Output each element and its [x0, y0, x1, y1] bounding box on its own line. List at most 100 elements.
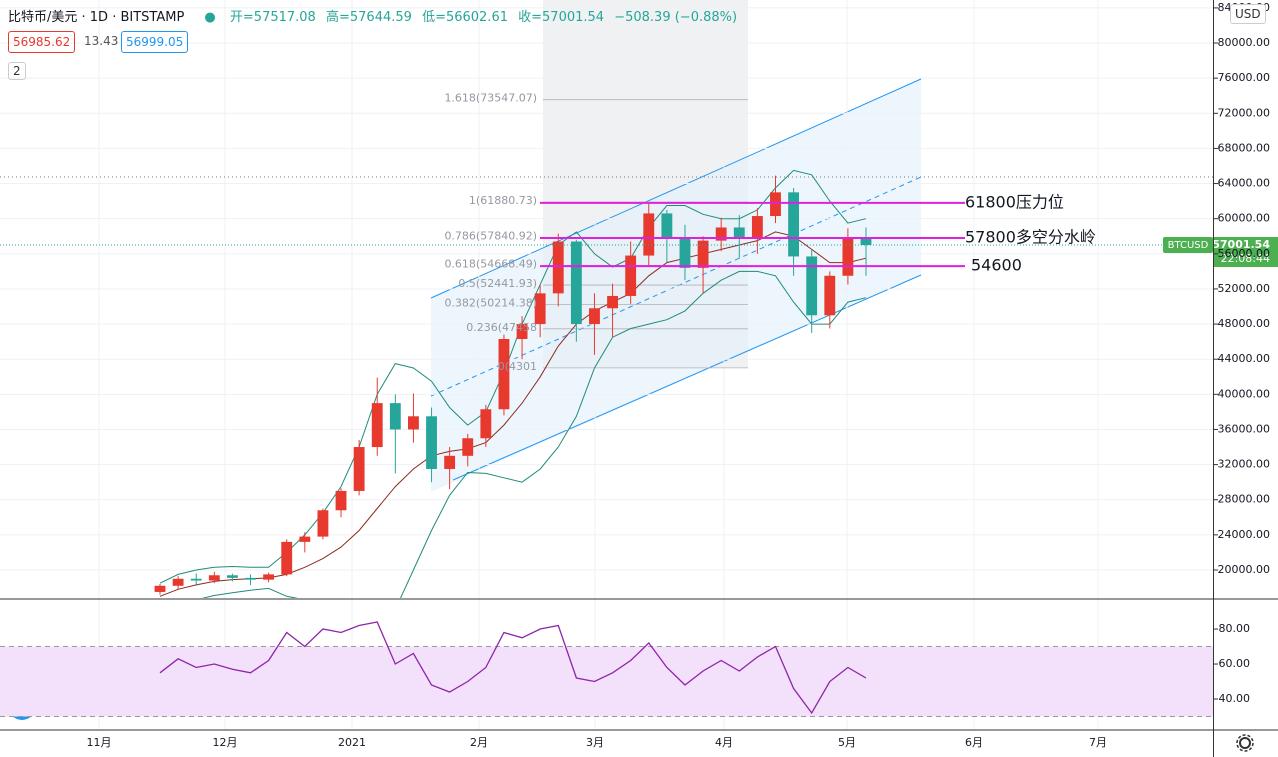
- fib-label: 0.786(57840.92): [444, 230, 537, 243]
- y-tick-label: 72000.00: [1218, 106, 1271, 119]
- countdown-text: 22:08:44: [1221, 252, 1270, 265]
- settings-icon[interactable]: [1236, 734, 1254, 752]
- symbol-tag: [1163, 237, 1213, 254]
- candle-body: [190, 578, 202, 581]
- channel-bottom: [452, 274, 922, 481]
- candle-body: [226, 575, 238, 578]
- y-tick-label: 24000.00: [1218, 528, 1271, 541]
- candle-body: [534, 293, 546, 325]
- candle-body: [806, 256, 818, 316]
- x-tick-label: 7月: [1089, 736, 1107, 749]
- status-dot: ●: [204, 10, 216, 25]
- candle-body: [679, 238, 691, 268]
- legend: 比特币/美元 · 1D · BITSTAMP ● 开=57517.08 高=57…: [8, 6, 743, 25]
- candle-body: [208, 575, 220, 581]
- candle-body: [462, 438, 474, 456]
- candle-body: [661, 213, 673, 239]
- y-tick-label: 28000.00: [1218, 493, 1271, 506]
- candle-body: [715, 227, 727, 241]
- y-tick-label: 36000.00: [1218, 422, 1271, 435]
- y-tick-label: 44000.00: [1218, 352, 1271, 365]
- candle-body: [643, 213, 655, 256]
- candle-body: [480, 409, 492, 439]
- level-label: 57800多空分水岭: [965, 228, 1096, 247]
- candle-body: [697, 240, 709, 268]
- candle-body: [625, 255, 637, 296]
- candle-body: [426, 416, 437, 469]
- candle-body: [770, 192, 781, 217]
- channel-top: [430, 78, 922, 299]
- sell-button[interactable]: 56985.62: [8, 31, 76, 53]
- rsi-tick-label: 40.00: [1219, 692, 1251, 705]
- x-tick-label: 5月: [838, 736, 856, 749]
- open: 开=57517.08: [229, 10, 316, 25]
- fib-label: 0.236(47458: [466, 321, 537, 334]
- x-tick-label: 2021: [338, 736, 366, 749]
- rsi-line: [159, 621, 867, 715]
- price-tag: [1214, 237, 1278, 268]
- candle-body: [552, 241, 564, 294]
- candle-body: [245, 577, 256, 580]
- x-tick-label: 3月: [586, 736, 604, 749]
- level-label: 61800压力位: [965, 192, 1064, 211]
- channel-fill: [431, 79, 921, 492]
- rsi-band: [0, 646, 1213, 717]
- candle-body: [788, 192, 800, 257]
- candle-body: [860, 238, 872, 246]
- upper-band: [159, 169, 867, 584]
- y-tick-label: 60000.00: [1218, 212, 1271, 225]
- y-tick-label: 32000.00: [1218, 458, 1271, 471]
- level-label: 54600: [971, 256, 1022, 275]
- y-tick-label: 40000.00: [1218, 387, 1271, 400]
- fib-label: 0.382(50214.38): [444, 297, 537, 310]
- rsi-tick-label: 80.00: [1219, 622, 1251, 635]
- currency-button[interactable]: USD: [1230, 4, 1266, 24]
- y-tick-label: 64000.00: [1218, 177, 1271, 190]
- x-tick-label: 11月: [87, 736, 112, 749]
- candle-body: [516, 324, 528, 340]
- candle-body: [751, 216, 763, 239]
- fib-label: 1.618(73547.07): [444, 92, 537, 105]
- candle-body: [299, 536, 311, 542]
- candle-body: [842, 238, 854, 276]
- y-tick-label: 56000.00: [1218, 247, 1271, 260]
- candle-body: [172, 578, 184, 586]
- fib-label: 1(61880.73): [469, 194, 537, 207]
- x-tick-label: 6月: [965, 736, 983, 749]
- indicator-toggle[interactable]: 2: [8, 62, 26, 80]
- x-tick-label: 12月: [213, 736, 238, 749]
- fib-label: 0.618(54668.49): [444, 258, 537, 271]
- y-tick-label: 68000.00: [1218, 141, 1271, 154]
- lower-band: [201, 270, 867, 598]
- buy-button[interactable]: 56999.05: [121, 31, 189, 53]
- candle-body: [353, 447, 365, 491]
- close: 收=57001.54: [518, 10, 605, 25]
- low: 低=56602.61: [422, 10, 508, 25]
- change: −508.39 (−0.88%): [614, 10, 738, 25]
- candle-body: [589, 308, 600, 325]
- rsi-tick-label: 60.00: [1219, 657, 1251, 670]
- fib-label: 0.5(52441.93): [458, 277, 537, 290]
- candle-body: [824, 275, 836, 316]
- candle-body: [607, 295, 618, 309]
- y-tick-label: 20000.00: [1218, 563, 1271, 576]
- spread: 13.43: [84, 34, 119, 48]
- candle-body: [570, 241, 582, 325]
- candle-body: [389, 403, 401, 430]
- y-tick-label: 76000.00: [1218, 71, 1271, 84]
- y-tick-label: 80000.00: [1218, 36, 1271, 49]
- symbol-tag-text: BTCUSD: [1168, 240, 1209, 251]
- x-tick-label: 4月: [715, 736, 733, 749]
- high: 高=57644.59: [325, 10, 412, 25]
- candle-body: [408, 416, 419, 430]
- symbol[interactable]: 比特币/美元 · 1D · BITSTAMP: [8, 10, 185, 25]
- candle-body: [371, 403, 383, 448]
- y-tick-label: 52000.00: [1218, 282, 1271, 295]
- candle-body: [733, 227, 745, 239]
- candle-body: [317, 510, 329, 537]
- candle-body: [335, 490, 347, 511]
- middle-band: [159, 231, 867, 597]
- x-tick-label: 2月: [470, 736, 488, 749]
- price-tag-text: 57001.54: [1212, 238, 1270, 251]
